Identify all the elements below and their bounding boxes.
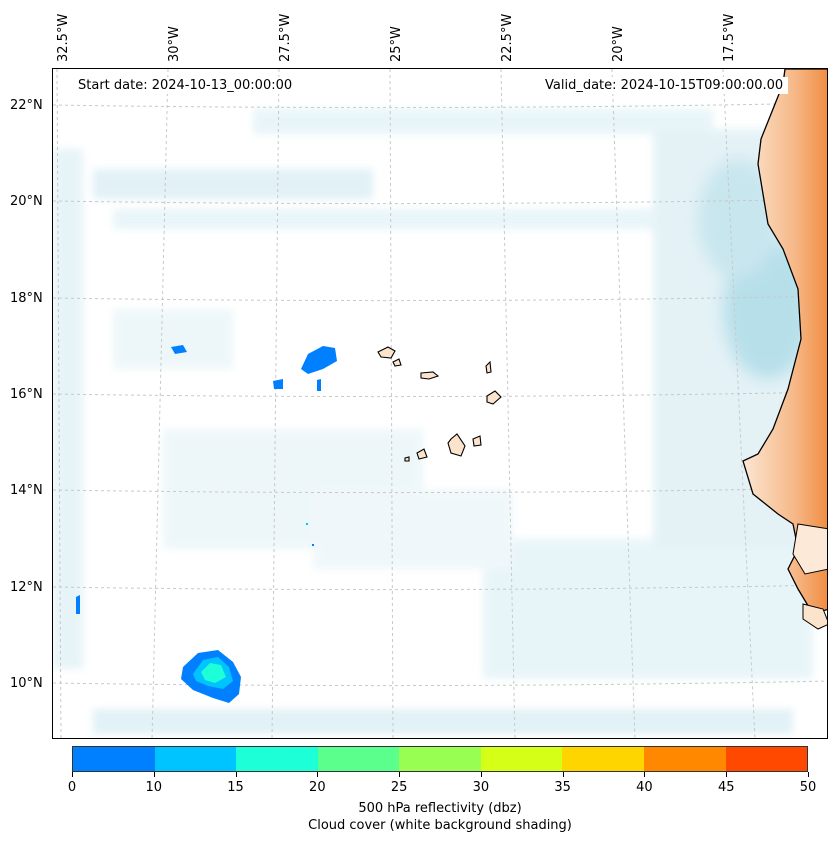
- lat-label-12n: 12°N: [10, 580, 43, 595]
- colorbar-segment-2: [236, 747, 318, 771]
- reflectivity-echoes: [76, 345, 337, 703]
- colorbar-tick: [317, 772, 319, 777]
- colorbar-tick: [808, 772, 809, 777]
- lon-label-22.5w: 22.5°W: [500, 13, 515, 62]
- colorbar-subtitle: Cloud cover (white background shading): [308, 818, 572, 833]
- colorbar-tick-label: 30: [472, 780, 490, 795]
- colorbar-tick: [399, 772, 401, 777]
- valid-date-label: Valid_date: 2024-10-15T09:00:00.00: [540, 77, 789, 94]
- colorbar-tick: [480, 772, 482, 777]
- africa-landmass: [742, 69, 827, 630]
- colorbar-segment-1: [154, 747, 237, 771]
- lat-label-18n: 18°N: [10, 291, 43, 306]
- colorbar-tick: [153, 772, 155, 777]
- lon-label-27.5w: 27.5°W: [278, 13, 293, 62]
- lon-label-30w: 30°W: [167, 26, 182, 62]
- colorbar-tick: [72, 772, 73, 777]
- colorbar-segment-7: [643, 747, 726, 771]
- colorbar-tick: [562, 772, 564, 777]
- colorbar-tick: [726, 772, 728, 777]
- colorbar-tick-label: 50: [799, 780, 817, 795]
- colorbar-tick: [644, 772, 646, 777]
- colorbar-title: 500 hPa reflectivity (dbz): [358, 801, 522, 816]
- colorbar-tick-label: 25: [390, 780, 408, 795]
- lon-label-25w: 25°W: [389, 26, 404, 62]
- colorbar-tick-label: 15: [227, 780, 244, 795]
- start-date-label: Start date: 2024-10-13_00:00:00: [73, 77, 298, 94]
- map-canvas: [53, 69, 827, 738]
- colorbar-segment-8: [725, 747, 808, 771]
- gridlines: [53, 69, 827, 738]
- colorbar-tick: [235, 772, 237, 777]
- cloud-cover-layer: [53, 109, 813, 734]
- cape-verde-islands: [377, 346, 502, 462]
- lat-label-16n: 16°N: [10, 387, 43, 402]
- colorbar-tick-label: 40: [636, 780, 653, 795]
- colorbar: [72, 746, 808, 772]
- lon-label-32.5w: 32.5°W: [56, 13, 71, 62]
- colorbar-segment-6: [562, 747, 644, 771]
- lat-label-20n: 20°N: [10, 194, 43, 209]
- colorbar-tick-label: 0: [67, 780, 77, 795]
- colorbar-segment-3: [317, 747, 400, 771]
- map-panel[interactable]: [52, 68, 828, 739]
- colorbar-tick-label: 20: [309, 780, 326, 795]
- colorbar-segment-4: [399, 747, 481, 771]
- lon-label-17.5w: 17.5°W: [722, 13, 737, 62]
- lon-label-20w: 20°W: [611, 26, 626, 62]
- lat-label-22n: 22°N: [10, 98, 43, 113]
- colorbar-segment-5: [480, 747, 563, 771]
- lat-label-10n: 10°N: [10, 676, 43, 691]
- colorbar-tick-label: 45: [717, 780, 735, 795]
- colorbar-tick-label: 35: [554, 780, 571, 795]
- cloud-cover-dense: [698, 159, 813, 379]
- colorbar-segment-0: [73, 747, 155, 771]
- colorbar-tick-label: 10: [145, 780, 163, 795]
- lat-label-14n: 14°N: [10, 483, 43, 498]
